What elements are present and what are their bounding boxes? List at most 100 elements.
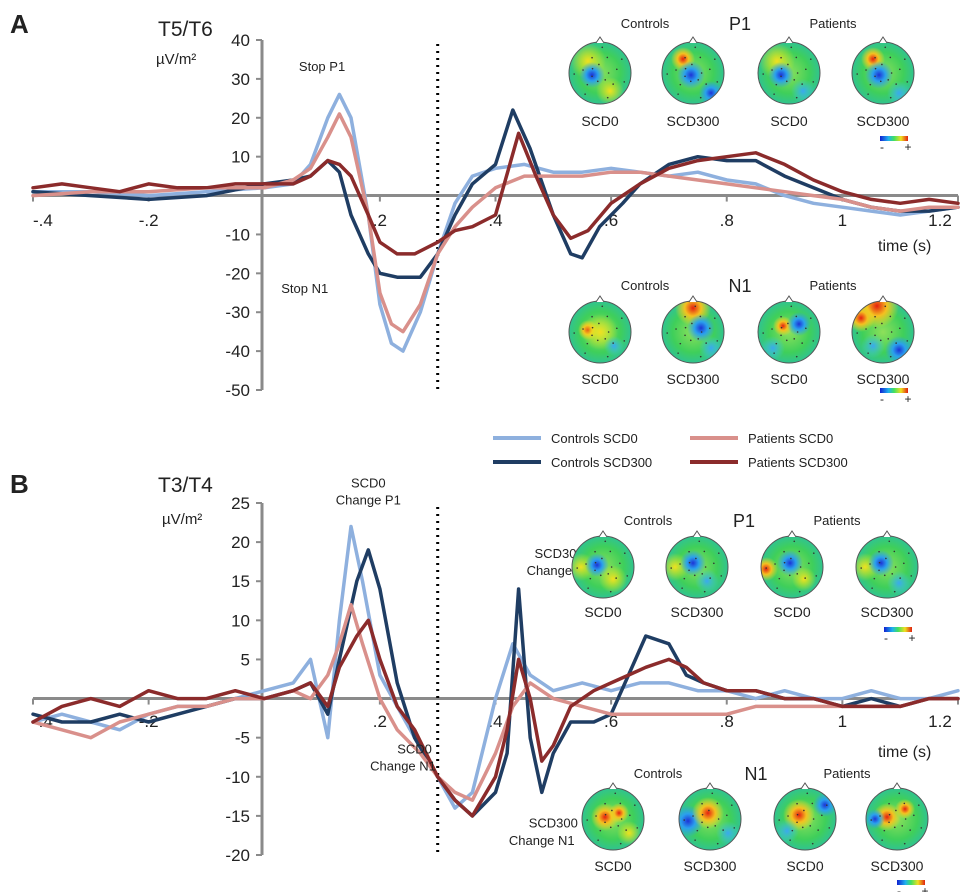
topo-controls-label: Controls xyxy=(621,278,670,293)
scalp-activity-blob xyxy=(695,569,719,593)
nose-mark xyxy=(705,782,715,790)
topo-group-n1: Controls N1 Patients SCD0 SCD300 SCD0 SCD300 - + xyxy=(581,764,929,892)
electrode-dot xyxy=(889,56,892,59)
electrode-dot xyxy=(705,342,707,344)
annotation-label: SCD300 xyxy=(529,816,578,831)
electrode-dot xyxy=(890,72,893,74)
electrode-dot xyxy=(587,587,589,589)
scalp-activity-blob xyxy=(609,803,629,823)
electrode-dot xyxy=(681,587,683,589)
electrode-dot xyxy=(679,563,681,565)
electrode-dot xyxy=(811,842,814,845)
electrode-dot xyxy=(874,56,876,59)
electrode-dot xyxy=(790,46,793,49)
electrode-dot xyxy=(684,315,686,318)
electrode-dot xyxy=(604,813,607,816)
electrode-dot xyxy=(785,80,788,83)
electrode-dot xyxy=(625,829,627,831)
scalp-map-label: SCD0 xyxy=(584,604,622,620)
electrode-dot xyxy=(808,562,810,565)
electrode-dot xyxy=(626,575,629,577)
electrode-dot xyxy=(726,814,728,817)
electrode-dot xyxy=(713,562,715,565)
nose-mark xyxy=(878,36,888,44)
electrode-dot xyxy=(591,326,594,329)
electrode-dot xyxy=(793,540,796,543)
electrode-dot xyxy=(780,315,782,318)
electrode-dot xyxy=(619,562,621,565)
electrode-dot xyxy=(705,83,707,85)
scalp-map-label: SCD0 xyxy=(786,858,824,874)
electrode-dot xyxy=(796,72,799,74)
scalp-activity-blob xyxy=(887,571,911,595)
scalp-activity-blob xyxy=(761,557,778,581)
x-tick-label: 1.2 xyxy=(928,712,952,731)
x-tick-label: -.4 xyxy=(33,211,53,230)
electrode-dot xyxy=(709,577,711,579)
electrode-dot xyxy=(878,550,880,553)
scalp-map-label: SCD0 xyxy=(770,113,808,129)
scalp-map-label: SCD0 xyxy=(773,604,811,620)
electrode-dot xyxy=(874,315,876,318)
electrode-dot xyxy=(706,826,709,829)
electrode-dot xyxy=(904,818,907,820)
electrode-dot xyxy=(620,317,623,319)
electrode-dot xyxy=(815,575,818,577)
y-axis-label-b: µV/m² xyxy=(162,511,202,528)
electrode-dot xyxy=(607,573,610,575)
color-scale-minus: - xyxy=(880,392,884,406)
y-tick-label: 25 xyxy=(231,494,250,513)
electrode-dot xyxy=(584,93,586,95)
scalp-map xyxy=(661,36,725,105)
scalp-map xyxy=(568,36,632,105)
scalp-activity-blob xyxy=(604,336,624,356)
scalp-activity-blob xyxy=(687,314,715,342)
scalp-activity-blob xyxy=(761,336,785,360)
electrode-dot xyxy=(805,68,807,71)
electrode-dot xyxy=(906,340,909,342)
electrode-dot xyxy=(795,96,798,99)
series-lines-b xyxy=(31,524,960,818)
nose-mark xyxy=(787,530,797,538)
electrode-dot xyxy=(730,804,733,806)
electrode-dot xyxy=(604,338,607,340)
electrode-dot xyxy=(903,842,906,845)
electrode-dot xyxy=(920,827,923,829)
electrode-dot xyxy=(894,566,897,568)
scalp-map-label: SCD0 xyxy=(770,371,808,387)
electrode-dot xyxy=(778,819,780,821)
electrode-dot xyxy=(607,72,610,74)
electrode-dot xyxy=(589,577,592,580)
y-tick-label: 15 xyxy=(231,572,250,591)
scalp-map xyxy=(865,782,929,851)
electrode-dot xyxy=(666,73,668,75)
electrode-dot xyxy=(799,566,802,568)
scalp-map-label: SCD0 xyxy=(594,858,632,874)
electrode-dot xyxy=(788,574,791,577)
electrode-dot xyxy=(616,327,618,330)
electrode-dot xyxy=(684,326,687,329)
color-scale-bar xyxy=(884,627,912,632)
electrode-dot xyxy=(716,842,719,845)
electrode-dot xyxy=(604,540,607,543)
electrode-dot xyxy=(717,818,720,820)
electrode-dot xyxy=(885,557,887,560)
electrode-dot xyxy=(907,552,910,554)
electrode-dot xyxy=(899,68,901,71)
electrode-dot xyxy=(695,557,697,560)
nose-mark xyxy=(878,295,888,303)
electrode-dot xyxy=(801,826,804,829)
electrode-dot xyxy=(811,802,814,805)
topographic-maps: Controls P1 Patients SCD0 SCD300 SCD0 SCD300 - +… xyxy=(568,14,929,892)
scalp-map xyxy=(568,295,632,364)
electrode-dot xyxy=(701,802,703,805)
electrode-dot xyxy=(586,83,589,86)
electrode-dot xyxy=(776,587,778,589)
electrode-dot xyxy=(701,821,703,824)
scalp-activity-blob xyxy=(813,793,836,817)
electrode-dot xyxy=(582,69,584,71)
electrode-dot xyxy=(869,83,872,86)
scalp-activity-blob xyxy=(599,565,627,593)
electrode-dot xyxy=(601,557,603,560)
